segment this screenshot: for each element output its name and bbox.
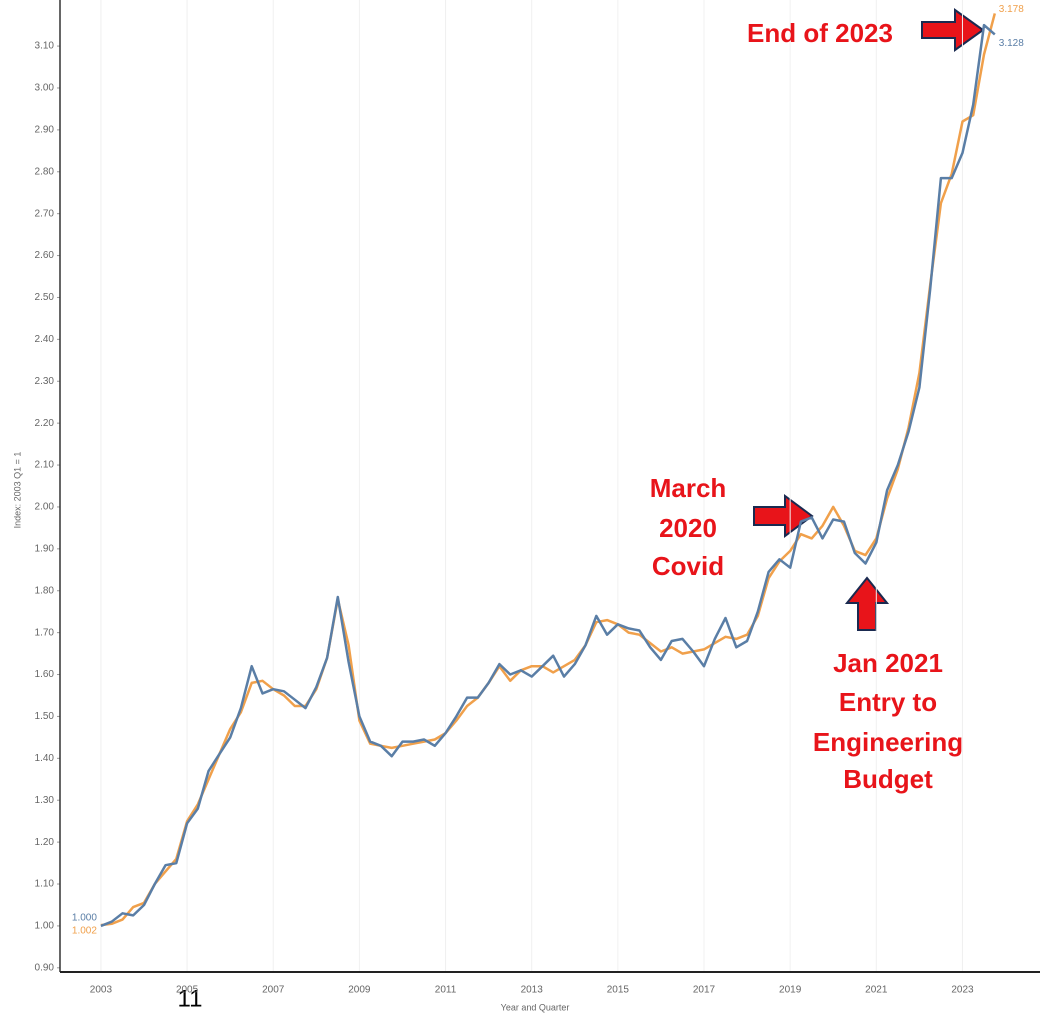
y-tick-label: 1.80 — [35, 585, 55, 596]
y-tick-label: 2.70 — [35, 208, 55, 219]
x-axis-label: Year and Quarter — [501, 1002, 570, 1012]
annotation: Budget — [843, 764, 933, 794]
x-tick-label: 2011 — [435, 985, 457, 996]
y-tick-label: 2.60 — [35, 250, 55, 261]
annotation: 2020 — [659, 513, 717, 543]
x-tick-label: 2017 — [693, 985, 716, 996]
y-tick-label: 2.50 — [35, 292, 55, 303]
arrows — [753, 8, 985, 631]
x-tick-label: 2021 — [865, 985, 888, 996]
annotation: Entry to — [839, 687, 937, 717]
y-axis-label: Index: 2003 Q1 = 1 — [12, 452, 22, 529]
y-tick-label: 1.00 — [35, 921, 55, 932]
x-tick-label: 2007 — [262, 985, 285, 996]
y-tick-label: 1.70 — [35, 627, 55, 638]
annotation: Jan 2021 — [833, 648, 943, 678]
y-tick-label: 1.10 — [35, 879, 55, 890]
arrow — [921, 8, 985, 52]
annotation: Engineering — [813, 727, 963, 757]
y-tick-label: 1.40 — [35, 753, 55, 764]
value-label: 3.128 — [999, 38, 1024, 49]
y-tick-label: 0.90 — [35, 962, 55, 973]
y-tick-label: 2.30 — [35, 376, 55, 387]
series-line — [100, 23, 996, 928]
x-tick-label: 2003 — [90, 985, 113, 996]
y-tick-label: 1.60 — [35, 669, 55, 680]
y-tick-label: 2.90 — [35, 125, 55, 136]
value-label: 1.000 — [72, 913, 97, 924]
y-tick-label: 3.10 — [35, 41, 55, 52]
page-number: 11 — [178, 985, 203, 1012]
y-tick-label: 3.00 — [35, 83, 55, 94]
annotation: March — [650, 473, 727, 503]
arrow — [844, 576, 890, 631]
value-label: 3.178 — [999, 4, 1024, 15]
annotation: End of 2023 — [747, 18, 893, 48]
y-tick-label: 1.50 — [35, 711, 55, 722]
arrow — [753, 494, 814, 538]
y-tick-label: 2.20 — [35, 418, 55, 429]
x-tick-label: 2015 — [607, 985, 630, 996]
y-tick-label: 2.00 — [35, 502, 55, 513]
y-tick-label: 2.40 — [35, 334, 55, 345]
y-tick-label: 1.90 — [35, 543, 55, 554]
y-tick-label: 1.20 — [35, 837, 55, 848]
y-tick-label: 2.80 — [35, 166, 55, 177]
x-tick-label: 2019 — [779, 985, 802, 996]
x-tick-label: 2009 — [348, 985, 371, 996]
x-tick-label: 2005 — [176, 985, 199, 996]
x-tick-label: 2023 — [951, 985, 974, 996]
y-tick-label: 1.30 — [35, 795, 55, 806]
annotation: Covid — [652, 551, 724, 581]
x-tick-label: 2013 — [521, 985, 544, 996]
y-tick-label: 2.10 — [35, 460, 55, 471]
value-label: 1.002 — [72, 926, 97, 937]
